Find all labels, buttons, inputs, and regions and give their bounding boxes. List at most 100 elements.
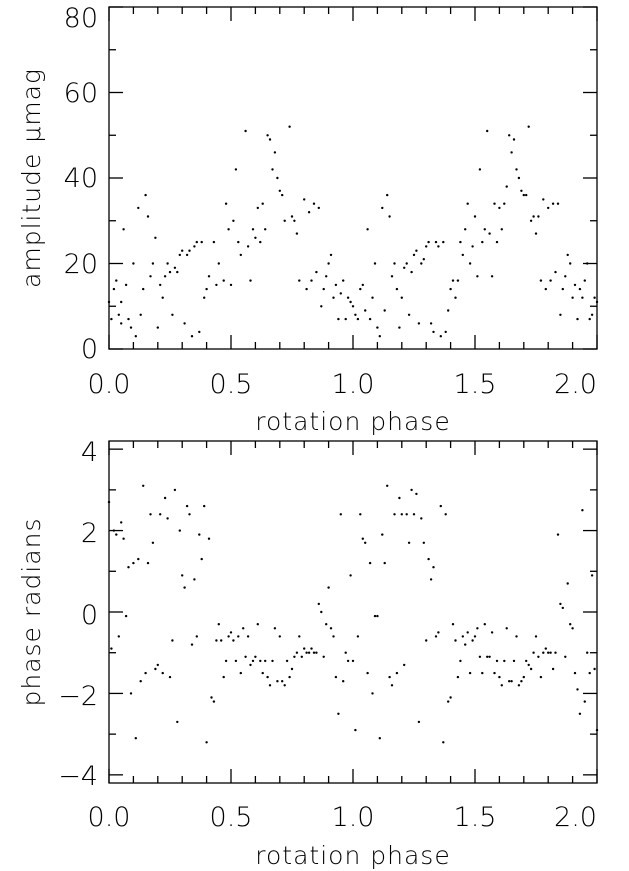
y-axis-title-text: amplitude (17, 153, 46, 288)
data-point (349, 574, 352, 577)
data-point (344, 317, 347, 321)
data-point (471, 639, 474, 642)
data-point (317, 206, 320, 210)
data-point (161, 671, 164, 675)
data-point (154, 236, 157, 239)
data-point (583, 700, 586, 703)
data-point (410, 488, 413, 492)
data-point (195, 240, 198, 244)
data-point (420, 517, 423, 520)
data-point (520, 680, 523, 683)
data-point (183, 586, 186, 589)
data-point (395, 287, 399, 291)
data-point (583, 279, 586, 282)
data-point (373, 262, 377, 265)
x-tick-label: 2.0 (554, 802, 597, 833)
data-point (517, 176, 521, 180)
data-point (525, 659, 528, 663)
data-point (281, 193, 284, 197)
data-point (500, 228, 503, 231)
data-point (393, 513, 396, 516)
data-point (527, 125, 530, 128)
data-point (395, 671, 399, 675)
data-point (183, 322, 186, 325)
data-point (578, 712, 582, 715)
data-point (437, 631, 440, 634)
data-point (307, 651, 311, 654)
data-point (217, 262, 220, 265)
data-point (266, 134, 269, 137)
data-point (381, 206, 384, 210)
data-point (156, 326, 159, 329)
phase-plot-frame (108, 440, 598, 784)
data-point (254, 236, 257, 239)
data-point (295, 232, 299, 235)
data-point (534, 232, 538, 235)
data-point (129, 692, 133, 695)
data-point (137, 206, 140, 210)
data-point (505, 185, 508, 188)
data-point (412, 253, 416, 257)
data-point (368, 317, 372, 321)
data-point (305, 287, 308, 291)
data-point (185, 504, 189, 508)
data-point (232, 639, 235, 642)
data-point (212, 700, 216, 703)
data-point (181, 249, 184, 252)
data-point (590, 574, 594, 577)
data-point (522, 193, 525, 197)
data-point (456, 675, 460, 679)
data-point (198, 330, 201, 334)
data-point (268, 684, 272, 687)
data-point (593, 296, 596, 299)
data-point (581, 296, 584, 299)
data-point (278, 635, 281, 638)
data-point (556, 533, 560, 536)
data-point (381, 533, 384, 536)
data-point (481, 671, 484, 675)
data-point (393, 262, 396, 265)
data-point (261, 671, 264, 675)
data-point (493, 671, 496, 675)
data-point (444, 330, 447, 334)
data-point (439, 335, 442, 338)
data-point (337, 712, 340, 715)
data-point (554, 651, 557, 654)
data-point (422, 258, 425, 261)
data-point (449, 696, 452, 699)
x-tick-label: 1.5 (454, 802, 497, 833)
data-point (427, 240, 430, 244)
data-point (388, 675, 391, 679)
data-point (276, 176, 279, 180)
data-point (271, 659, 274, 663)
data-point (459, 659, 462, 663)
data-point (590, 313, 594, 316)
data-point (468, 262, 472, 265)
data-point (515, 168, 518, 171)
data-point (107, 500, 111, 504)
data-point (207, 537, 211, 540)
amplitude-plot-frame (108, 6, 598, 350)
y-axis-title: amplitude μmag (17, 68, 46, 288)
data-point (542, 651, 545, 654)
data-point (303, 198, 306, 201)
data-point (417, 322, 421, 325)
data-point (227, 635, 230, 638)
data-point (449, 287, 452, 291)
data-point (198, 533, 201, 536)
data-point (495, 659, 499, 663)
data-point (190, 335, 194, 338)
data-point (466, 202, 469, 205)
data-point (293, 219, 296, 222)
data-point (325, 623, 328, 626)
y-tick-label: 60 (64, 78, 98, 109)
y-tick-label: 0 (81, 334, 98, 365)
data-point (488, 655, 491, 658)
data-point (412, 513, 416, 516)
data-point (237, 240, 240, 244)
data-point (210, 696, 213, 699)
data-point (222, 675, 225, 679)
data-point (246, 245, 250, 248)
data-point (195, 635, 198, 638)
data-point (476, 275, 479, 278)
